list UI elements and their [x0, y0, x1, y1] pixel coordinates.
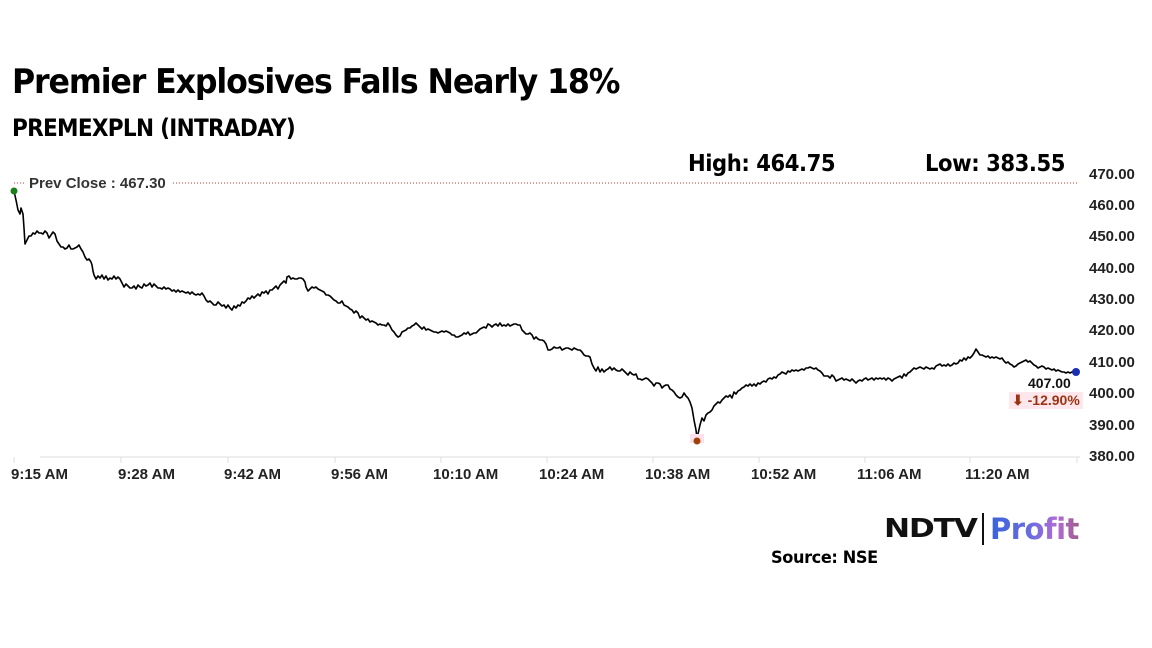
x-tick-label: 9:56 AM: [331, 466, 388, 483]
change-badge: ⬇ -12.90%: [1009, 392, 1083, 409]
y-tick-label: 470.00: [1089, 166, 1135, 183]
logo-divider: [982, 513, 984, 545]
y-tick-label: 410.00: [1089, 354, 1135, 371]
x-tick-label: 11:20 AM: [965, 466, 1030, 483]
chart-subtitle: PREMEXPLN (INTRADAY): [12, 114, 296, 142]
last-price-label: 407.00: [1028, 375, 1071, 391]
high-value: High: 464.75: [688, 151, 836, 177]
x-tick-label: 11:06 AM: [857, 466, 922, 483]
y-tick-label: 400.00: [1089, 385, 1135, 402]
x-tick-label: 10:10 AM: [433, 466, 499, 483]
x-tick-label: 9:15 AM: [11, 466, 68, 483]
y-tick-label: 430.00: [1089, 291, 1135, 308]
y-tick-label: 460.00: [1089, 197, 1135, 214]
x-tick-label: 10:52 AM: [751, 466, 817, 483]
logo-profit: Profit: [990, 512, 1079, 546]
ndtv-profit-logo: NDTV Profit: [884, 511, 1079, 547]
x-tick-label: 9:42 AM: [224, 466, 281, 483]
low-marker: [693, 437, 701, 445]
y-tick-label: 420.00: [1089, 322, 1135, 339]
logo-ndtv: NDTV: [884, 514, 978, 544]
x-tick-label: 9:28 AM: [118, 466, 175, 483]
y-tick-label: 440.00: [1089, 260, 1135, 277]
prev-close-label: Prev Close : 467.30: [24, 175, 171, 192]
price-line: [13, 190, 1076, 439]
y-tick-label: 380.00: [1089, 448, 1135, 465]
y-tick-label: 450.00: [1089, 228, 1135, 245]
last-marker: [1072, 368, 1080, 376]
open-marker: [10, 187, 18, 195]
x-axis-ticks: [13, 457, 1078, 463]
x-tick-label: 10:24 AM: [539, 466, 605, 483]
source-label: Source: NSE: [771, 548, 878, 568]
y-tick-label: 390.00: [1089, 417, 1135, 434]
low-value: Low: 383.55: [925, 151, 1065, 177]
chart-title: Premier Explosives Falls Nearly 18%: [12, 62, 620, 102]
x-tick-label: 10:38 AM: [645, 466, 711, 483]
